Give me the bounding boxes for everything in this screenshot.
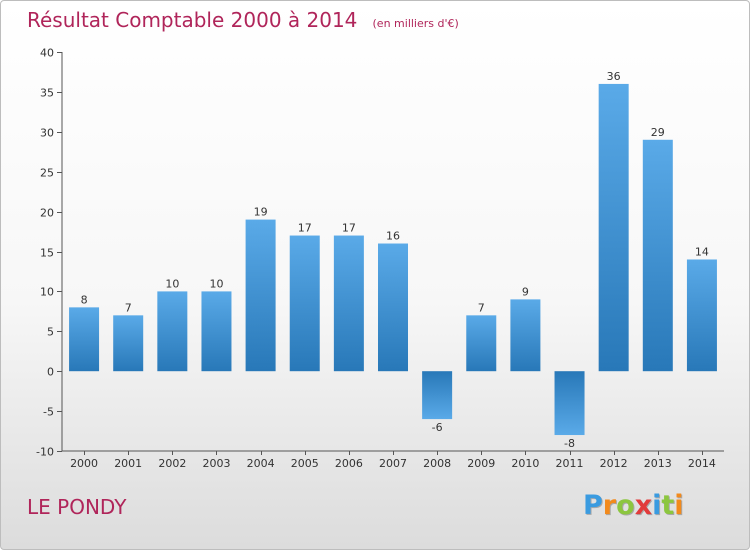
value-label-2008: -6 <box>432 421 443 434</box>
value-label-2000: 8 <box>81 293 88 306</box>
value-label-2014: 14 <box>695 245 709 258</box>
bar-2011 <box>554 371 585 436</box>
x-tick-label-2013: 2013 <box>644 457 672 470</box>
y-tick-label: 10 <box>40 286 54 299</box>
value-label-2001: 7 <box>125 301 132 314</box>
bar-2003 <box>201 291 232 372</box>
logo-letter: r <box>602 490 617 521</box>
y-tick-label: 30 <box>40 127 54 140</box>
logo-letter: i <box>674 490 684 521</box>
x-tick-label-2014: 2014 <box>688 457 716 470</box>
bar-2002 <box>157 291 188 372</box>
value-label-2011: -8 <box>564 437 575 450</box>
y-tick-label: 0 <box>47 366 54 379</box>
bar-2014 <box>686 259 717 372</box>
bar-2009 <box>466 315 497 372</box>
bar-2001 <box>113 315 144 372</box>
chart-subtitle: (en milliers d'€) <box>372 17 459 30</box>
value-label-2002: 10 <box>165 277 179 290</box>
y-tick-label: -5 <box>43 406 54 419</box>
bar-2004 <box>245 219 276 372</box>
logo-letter: t <box>661 490 675 521</box>
value-label-2003: 10 <box>209 277 223 290</box>
title-row: Résultat Comptable 2000 à 2014 (en milli… <box>27 8 459 32</box>
y-tick-label: -10 <box>36 446 54 459</box>
x-tick-label-2002: 2002 <box>158 457 186 470</box>
y-tick-label: 25 <box>40 167 54 180</box>
data-labels: 8 7 10 10 19 17 17 16 -6 7 9 -8 36 29 14 <box>81 70 709 450</box>
value-label-2004: 19 <box>254 206 268 219</box>
x-tick-label-2006: 2006 <box>335 457 363 470</box>
x-tick-label-2004: 2004 <box>247 457 275 470</box>
value-label-2009: 7 <box>478 301 485 314</box>
x-tick-label-2011: 2011 <box>556 457 584 470</box>
logo-letter: x <box>634 490 653 521</box>
bar-2008 <box>422 371 453 420</box>
y-tick-label: 5 <box>47 326 54 339</box>
x-tick-label-2009: 2009 <box>467 457 495 470</box>
y-tick-label: 35 <box>40 87 54 100</box>
commune-name: LE PONDY <box>27 495 127 519</box>
y-tick-label: 20 <box>40 207 54 220</box>
x-tick-label-2001: 2001 <box>114 457 142 470</box>
value-label-2010: 9 <box>522 285 529 298</box>
x-tick-label-2007: 2007 <box>379 457 407 470</box>
bar-2005 <box>289 235 320 372</box>
bars <box>69 83 717 436</box>
value-label-2013: 29 <box>651 126 665 139</box>
x-tick-label-2008: 2008 <box>423 457 451 470</box>
logo-letter: P <box>583 490 603 521</box>
x-tick-label-2010: 2010 <box>511 457 539 470</box>
x-tick-label-2003: 2003 <box>202 457 230 470</box>
y-tick-label: 15 <box>40 247 54 260</box>
bar-2012 <box>598 83 629 372</box>
x-tick-label-2012: 2012 <box>600 457 628 470</box>
x-tick-label-2005: 2005 <box>291 457 319 470</box>
y-tick-label: 40 <box>40 47 54 60</box>
logo-letter: i <box>652 490 662 521</box>
value-label-2006: 17 <box>342 222 356 235</box>
proxiti-logo: Proxiti <box>583 490 684 521</box>
value-label-2007: 16 <box>386 230 400 243</box>
value-label-2012: 36 <box>607 70 621 83</box>
axes: -10 -5 0 5 10 15 20 25 30 35 40 2000 2001 2002 2003 200… <box>36 47 724 470</box>
x-tick-label-2000: 2000 <box>70 457 98 470</box>
value-label-2005: 17 <box>298 222 312 235</box>
bar-2006 <box>333 235 364 372</box>
chart-title: Résultat Comptable 2000 à 2014 <box>27 8 358 32</box>
bar-2007 <box>378 243 408 372</box>
bar-2000 <box>69 307 100 372</box>
bar-2010 <box>510 299 541 372</box>
logo-letter: o <box>616 490 635 521</box>
bar-2013 <box>642 139 673 372</box>
